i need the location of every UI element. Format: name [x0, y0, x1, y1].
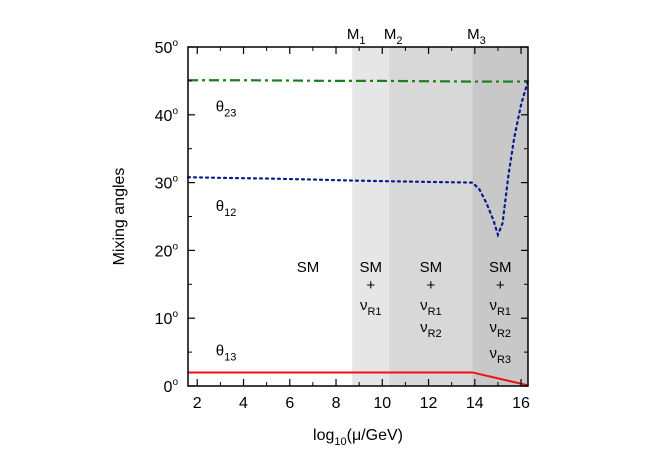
x-tick-label-1: 2	[193, 395, 202, 412]
region-4-text-3: νR1	[489, 297, 511, 318]
region-1-text-1: SM	[297, 259, 320, 276]
region-3-text-1: SM	[420, 259, 443, 276]
x-tick-label-2: 4	[239, 395, 248, 412]
region-band-3	[389, 47, 473, 386]
series-line-2	[186, 79, 530, 239]
region-band-1	[188, 47, 353, 386]
y-axis-title: Mixing angles	[111, 168, 128, 266]
x-tick-label-5: 10	[373, 395, 391, 412]
region-3-text-4: νR2	[420, 319, 442, 340]
x-tick-label-3: 6	[285, 395, 294, 412]
region-4-text-4: νR2	[489, 319, 511, 340]
series-label-3: θ13	[216, 342, 237, 363]
region-4-text-1: SM	[489, 259, 512, 276]
series-labels: θ23 θ12 θ13	[216, 98, 237, 363]
y-tick-label-4: 30o	[155, 174, 179, 193]
region-3-text-3: νR1	[420, 297, 442, 318]
threshold-label-3: M3	[467, 26, 486, 47]
x-tick-label-6: 12	[420, 395, 438, 412]
x-tick-label-4: 8	[332, 395, 341, 412]
region-4-text-5: νR3	[489, 345, 511, 366]
y-tick-label-3: 20o	[155, 241, 179, 260]
axis-ticks: 2 4 6 8 10 12 14 16 0o 10o 20o 30o 40o 50o	[155, 38, 530, 412]
x-tick-label-8: 16	[512, 395, 530, 412]
threshold-label-2: M2	[384, 26, 403, 47]
region-2-text-3: νR1	[360, 297, 382, 318]
series-label-1: θ23	[216, 98, 237, 119]
series-line-3	[188, 371, 529, 387]
y-tick-label-1: 0o	[164, 377, 179, 396]
region-2-text-1: SM	[359, 259, 382, 276]
series-lines	[186, 79, 530, 387]
region-band-4	[472, 47, 528, 386]
y-tick-label-2: 10o	[155, 309, 179, 328]
x-axis-title: log10(μ/GeV)	[313, 427, 403, 448]
region-3-text-2: +	[426, 277, 435, 294]
region-band-2	[352, 47, 390, 386]
region-4-text-2: +	[496, 277, 505, 294]
x-tick-label-7: 14	[466, 395, 484, 412]
region-backgrounds	[188, 47, 528, 386]
series-line-1	[188, 79, 528, 83]
threshold-label-1: M1	[347, 26, 366, 47]
region-2-text-2: +	[366, 277, 375, 294]
y-tick-label-5: 40o	[155, 106, 179, 125]
y-tick-label-6: 50o	[155, 38, 179, 57]
threshold-labels: M1 M2 M3	[347, 26, 486, 47]
series-label-2: θ12	[216, 198, 237, 219]
